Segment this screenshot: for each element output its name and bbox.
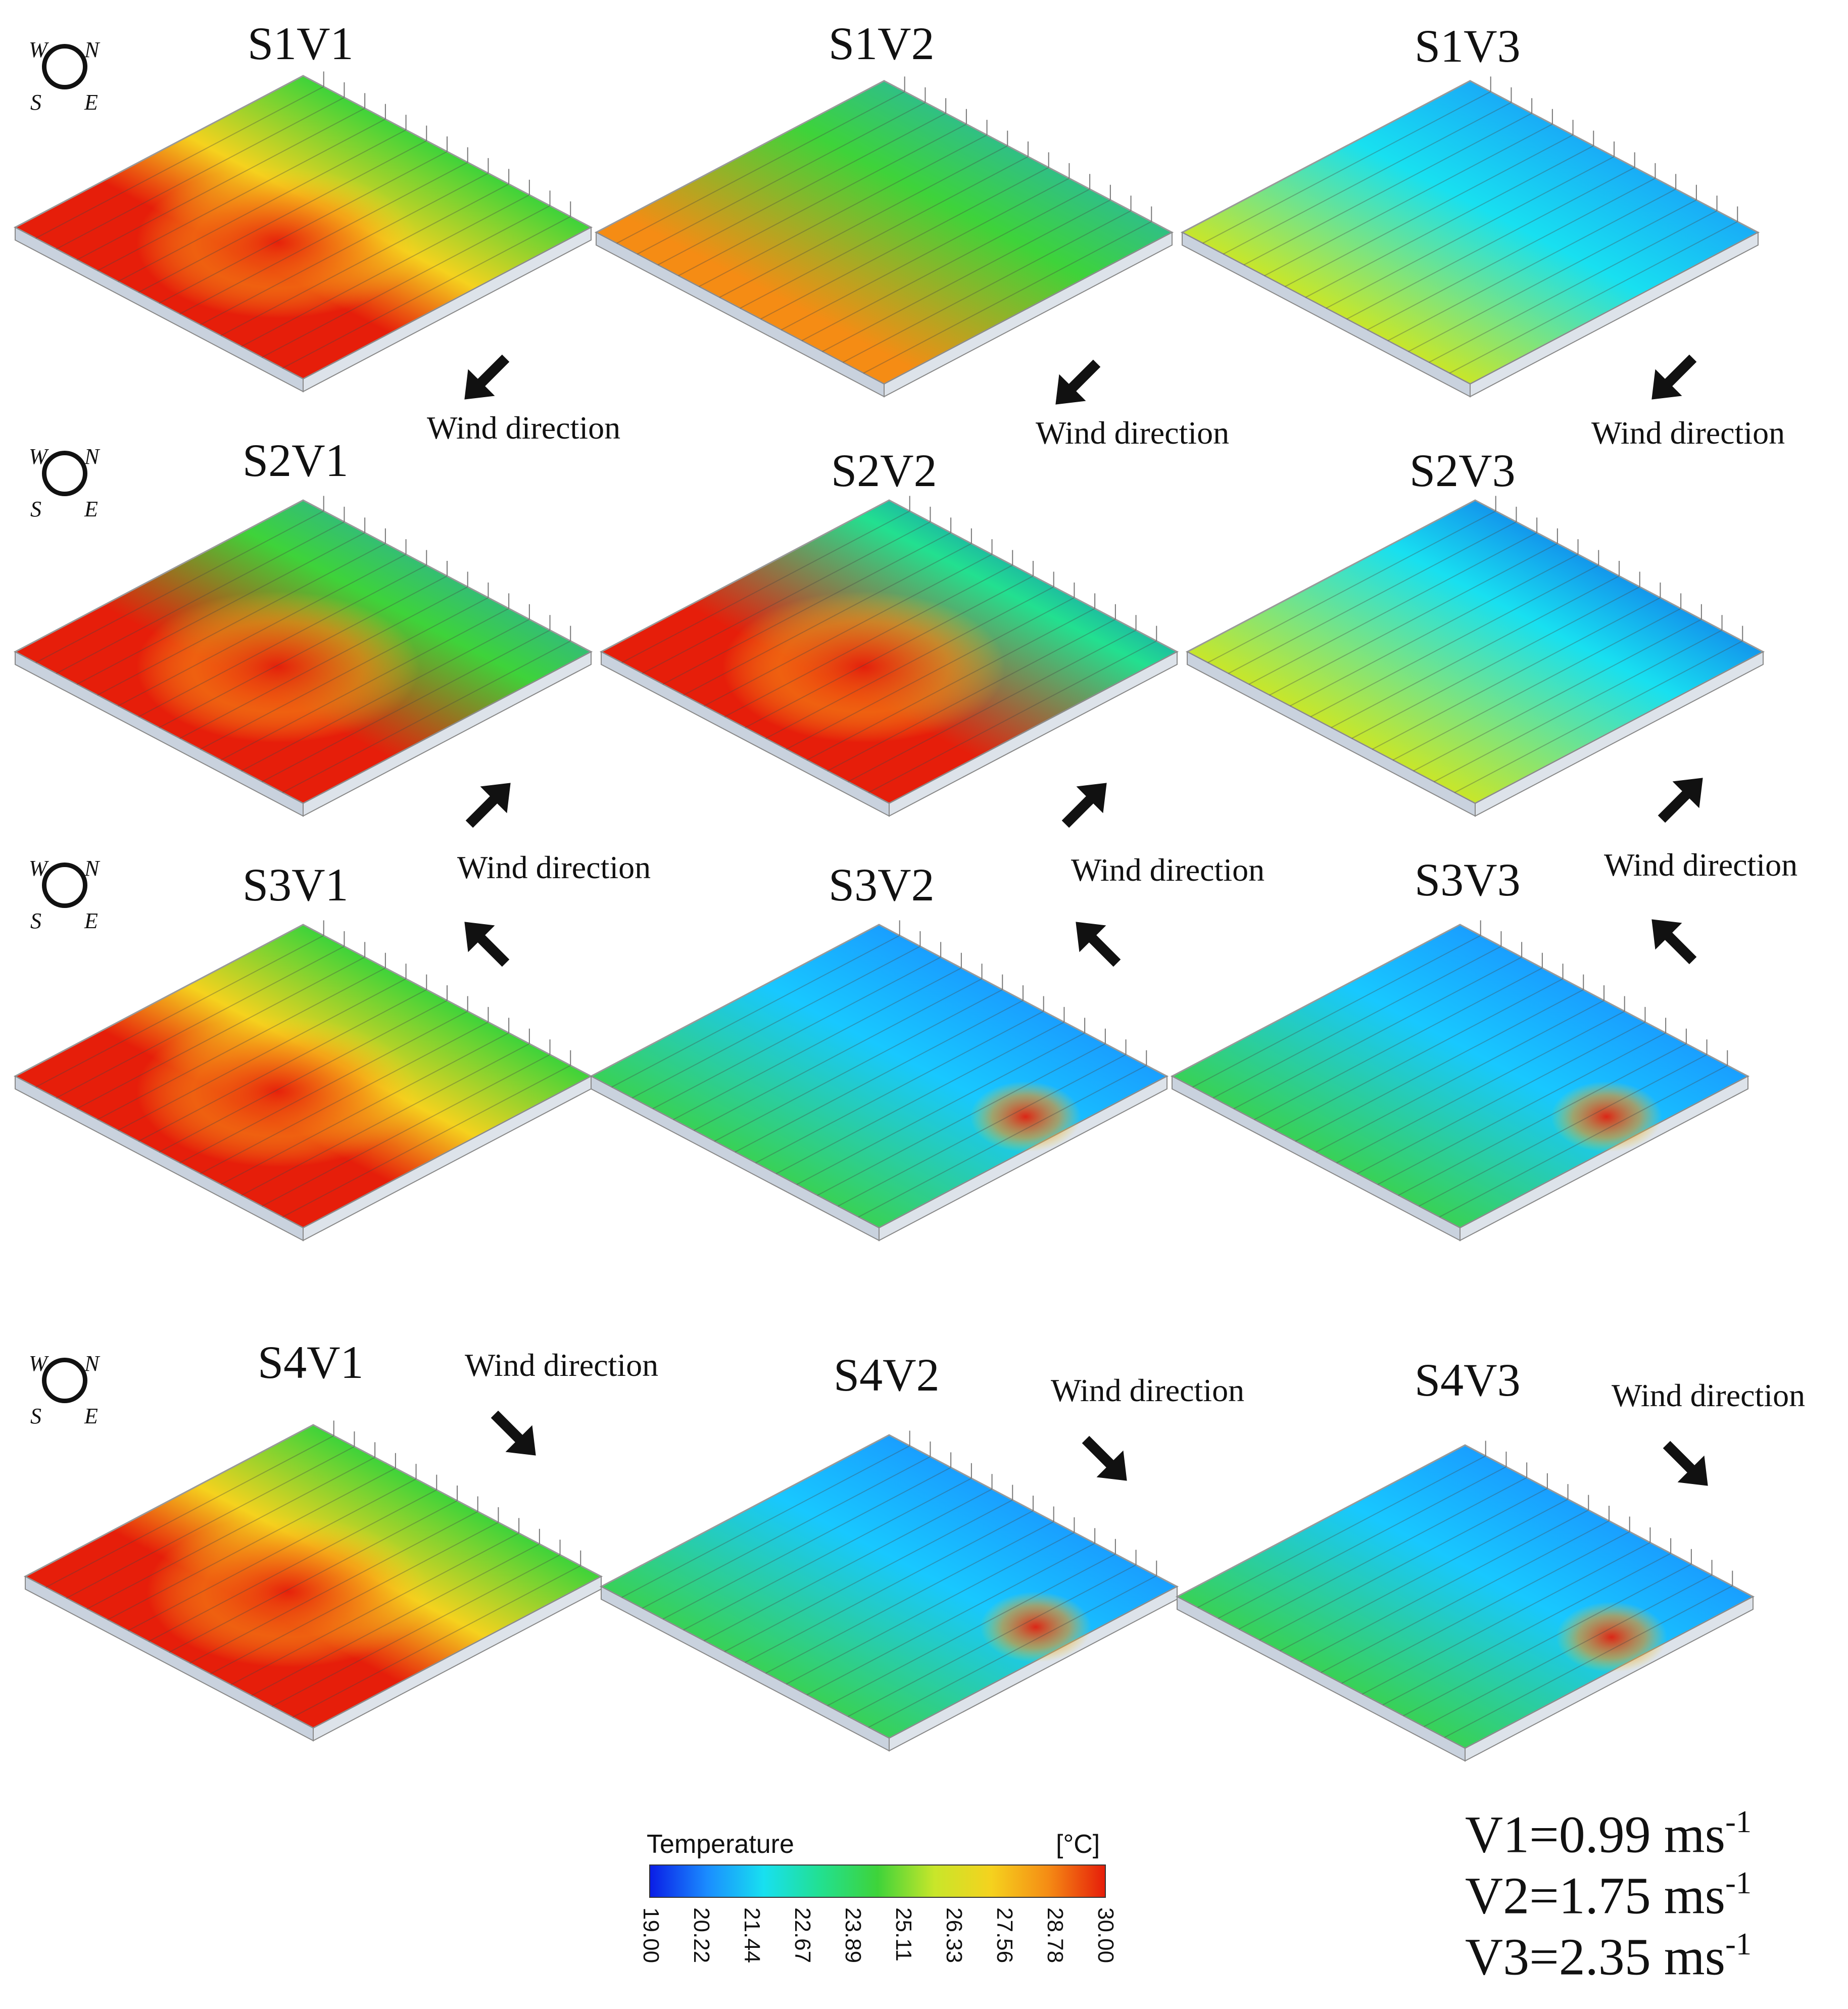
wind-direction-label: Wind direction [1591, 415, 1785, 451]
compass-w: W [29, 37, 47, 62]
compass-icon: W N S E [28, 28, 104, 124]
panel-title: S2V1 [242, 435, 349, 486]
panel-title: S2V2 [831, 445, 937, 496]
compass-icon: W N S E [29, 1351, 100, 1428]
compass-icon: W N S E [29, 856, 100, 933]
wind-arrow-icon [1061, 1415, 1147, 1501]
colorbar-tick-label: 22.67 [790, 1907, 815, 1964]
wind-arrow-icon [1041, 763, 1127, 849]
colorbar-tick-label: 23.89 [841, 1907, 865, 1964]
wind-arrow-icon [1036, 339, 1122, 424]
colorbar-tick-label: 28.78 [1043, 1907, 1067, 1964]
colorbar-tick-label: 21.44 [740, 1907, 764, 1964]
colorbar-gradient [650, 1866, 1105, 1897]
colorbar-unit: [°C] [1056, 1830, 1100, 1859]
temperature-map [1170, 920, 1750, 1268]
panel-title: S2V3 [1409, 445, 1516, 496]
colorbar-tick-label: 25.11 [891, 1907, 916, 1962]
temperature-map [599, 1430, 1179, 1779]
panel-title: S4V2 [834, 1349, 940, 1401]
velocity-v3: V3=2.35 ms-1 [1465, 1927, 1752, 1986]
wind-arrow-icon [1632, 333, 1718, 419]
wind-arrow-icon [445, 763, 530, 849]
temperature-map [13, 496, 593, 844]
temperature-map [594, 76, 1174, 424]
panel-title: S4V1 [258, 1336, 364, 1388]
wind-arrow-icon [1642, 1420, 1728, 1506]
wind-direction-label: Wind direction [1604, 847, 1798, 883]
panel-title: S3V1 [242, 859, 349, 911]
colorbar-tick-label: 27.56 [992, 1907, 1017, 1964]
panel-title: S3V3 [1415, 854, 1521, 905]
wind-arrow-icon [1632, 899, 1718, 985]
panel-title: S1V3 [1415, 20, 1521, 72]
wind-arrow-icon [445, 902, 530, 988]
wind-direction-label: Wind direction [1036, 415, 1230, 451]
panel-title: S1V2 [829, 18, 935, 69]
panel-title: S1V1 [248, 18, 354, 69]
wind-arrow-icon [445, 333, 530, 419]
wind-direction-label: Wind direction [465, 1347, 659, 1383]
colorbar-tick-label: 19.00 [639, 1907, 663, 1964]
temperature-map [1180, 76, 1760, 424]
panel-title: S4V3 [1415, 1354, 1521, 1406]
velocity-v1: V1=0.99 ms-1 [1465, 1804, 1752, 1864]
temperature-map [589, 920, 1169, 1268]
velocity-v2: V2=1.75 ms-1 [1465, 1866, 1752, 1925]
colorbar-tick-label: 26.33 [942, 1907, 966, 1964]
wind-arrow-icon [1637, 758, 1723, 844]
wind-direction-label: Wind direction [1071, 852, 1265, 888]
velocity-legend: V1=0.99 ms-1 V2=1.75 ms-1 V3=2.35 ms-1 [1465, 1804, 1752, 1987]
temperature-map [13, 920, 593, 1268]
colorbar-tick-label: 30.00 [1093, 1907, 1118, 1964]
wind-arrow-icon [470, 1390, 556, 1475]
compass-icon: W N S E [29, 444, 100, 521]
colorbar [649, 1864, 1106, 1898]
temperature-map [599, 496, 1179, 844]
compass-s: S [30, 90, 41, 115]
wind-direction-label: Wind direction [1051, 1372, 1245, 1408]
temperature-map [1175, 1441, 1755, 1789]
temperature-map [13, 71, 593, 419]
colorbar-title: Temperature [647, 1830, 794, 1859]
temperature-map [23, 1420, 603, 1768]
temperature-map [1185, 496, 1765, 844]
wind-arrow-icon [1056, 902, 1142, 988]
colorbar-tick-label: 20.22 [689, 1907, 714, 1964]
compass-n: N [84, 37, 100, 62]
wind-direction-label: Wind direction [1612, 1377, 1806, 1413]
panel-title: S3V2 [829, 859, 935, 911]
wind-direction-label: Wind direction [427, 410, 621, 446]
wind-direction-label: Wind direction [457, 849, 651, 885]
compass-e: E [84, 90, 98, 115]
